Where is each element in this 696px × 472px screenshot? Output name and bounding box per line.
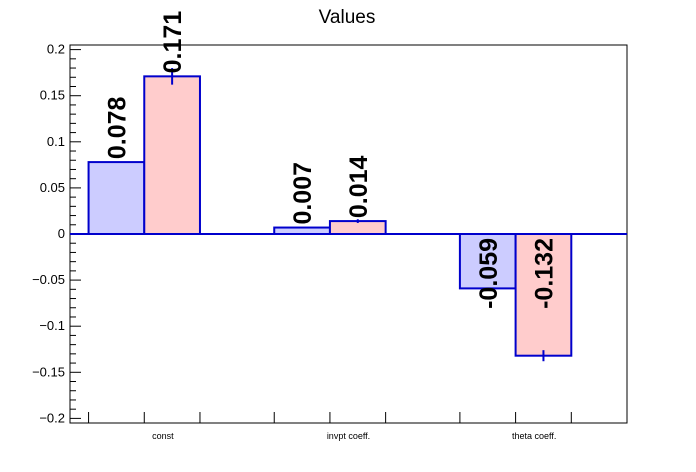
category-label: const (152, 431, 174, 441)
data-label: -0.132 (530, 238, 558, 309)
data-labels: 0.078 0.171 0.007 0.014 -0.059 -0.132 (103, 11, 558, 309)
category-label: invpt coeff. (327, 431, 370, 441)
y-tick-label: 0.15 (40, 88, 65, 103)
x-axis: const invpt coeff. theta coeff. (88, 412, 572, 441)
y-tick-label: 0 (58, 226, 65, 241)
bar (328, 220, 387, 235)
y-tick-label: −0.2 (39, 410, 65, 425)
data-label: 0.171 (159, 11, 187, 74)
bar (143, 75, 201, 235)
y-tick-label: −0.15 (32, 364, 65, 379)
data-label: 0.007 (289, 162, 317, 225)
data-label: 0.078 (103, 96, 131, 159)
data-label: 0.014 (345, 155, 373, 218)
y-tick-label: 0.05 (40, 180, 65, 195)
data-label: -0.059 (475, 238, 503, 309)
y-tick-label: −0.05 (32, 272, 65, 287)
y-tick-label: 0.2 (47, 42, 65, 57)
y-tick-label: 0.1 (47, 134, 65, 149)
category-label: theta coeff. (512, 431, 556, 441)
chart-title: Values (319, 7, 376, 28)
bar (87, 161, 146, 235)
bars (70, 68, 627, 362)
y-tick-label: −0.1 (39, 318, 65, 333)
